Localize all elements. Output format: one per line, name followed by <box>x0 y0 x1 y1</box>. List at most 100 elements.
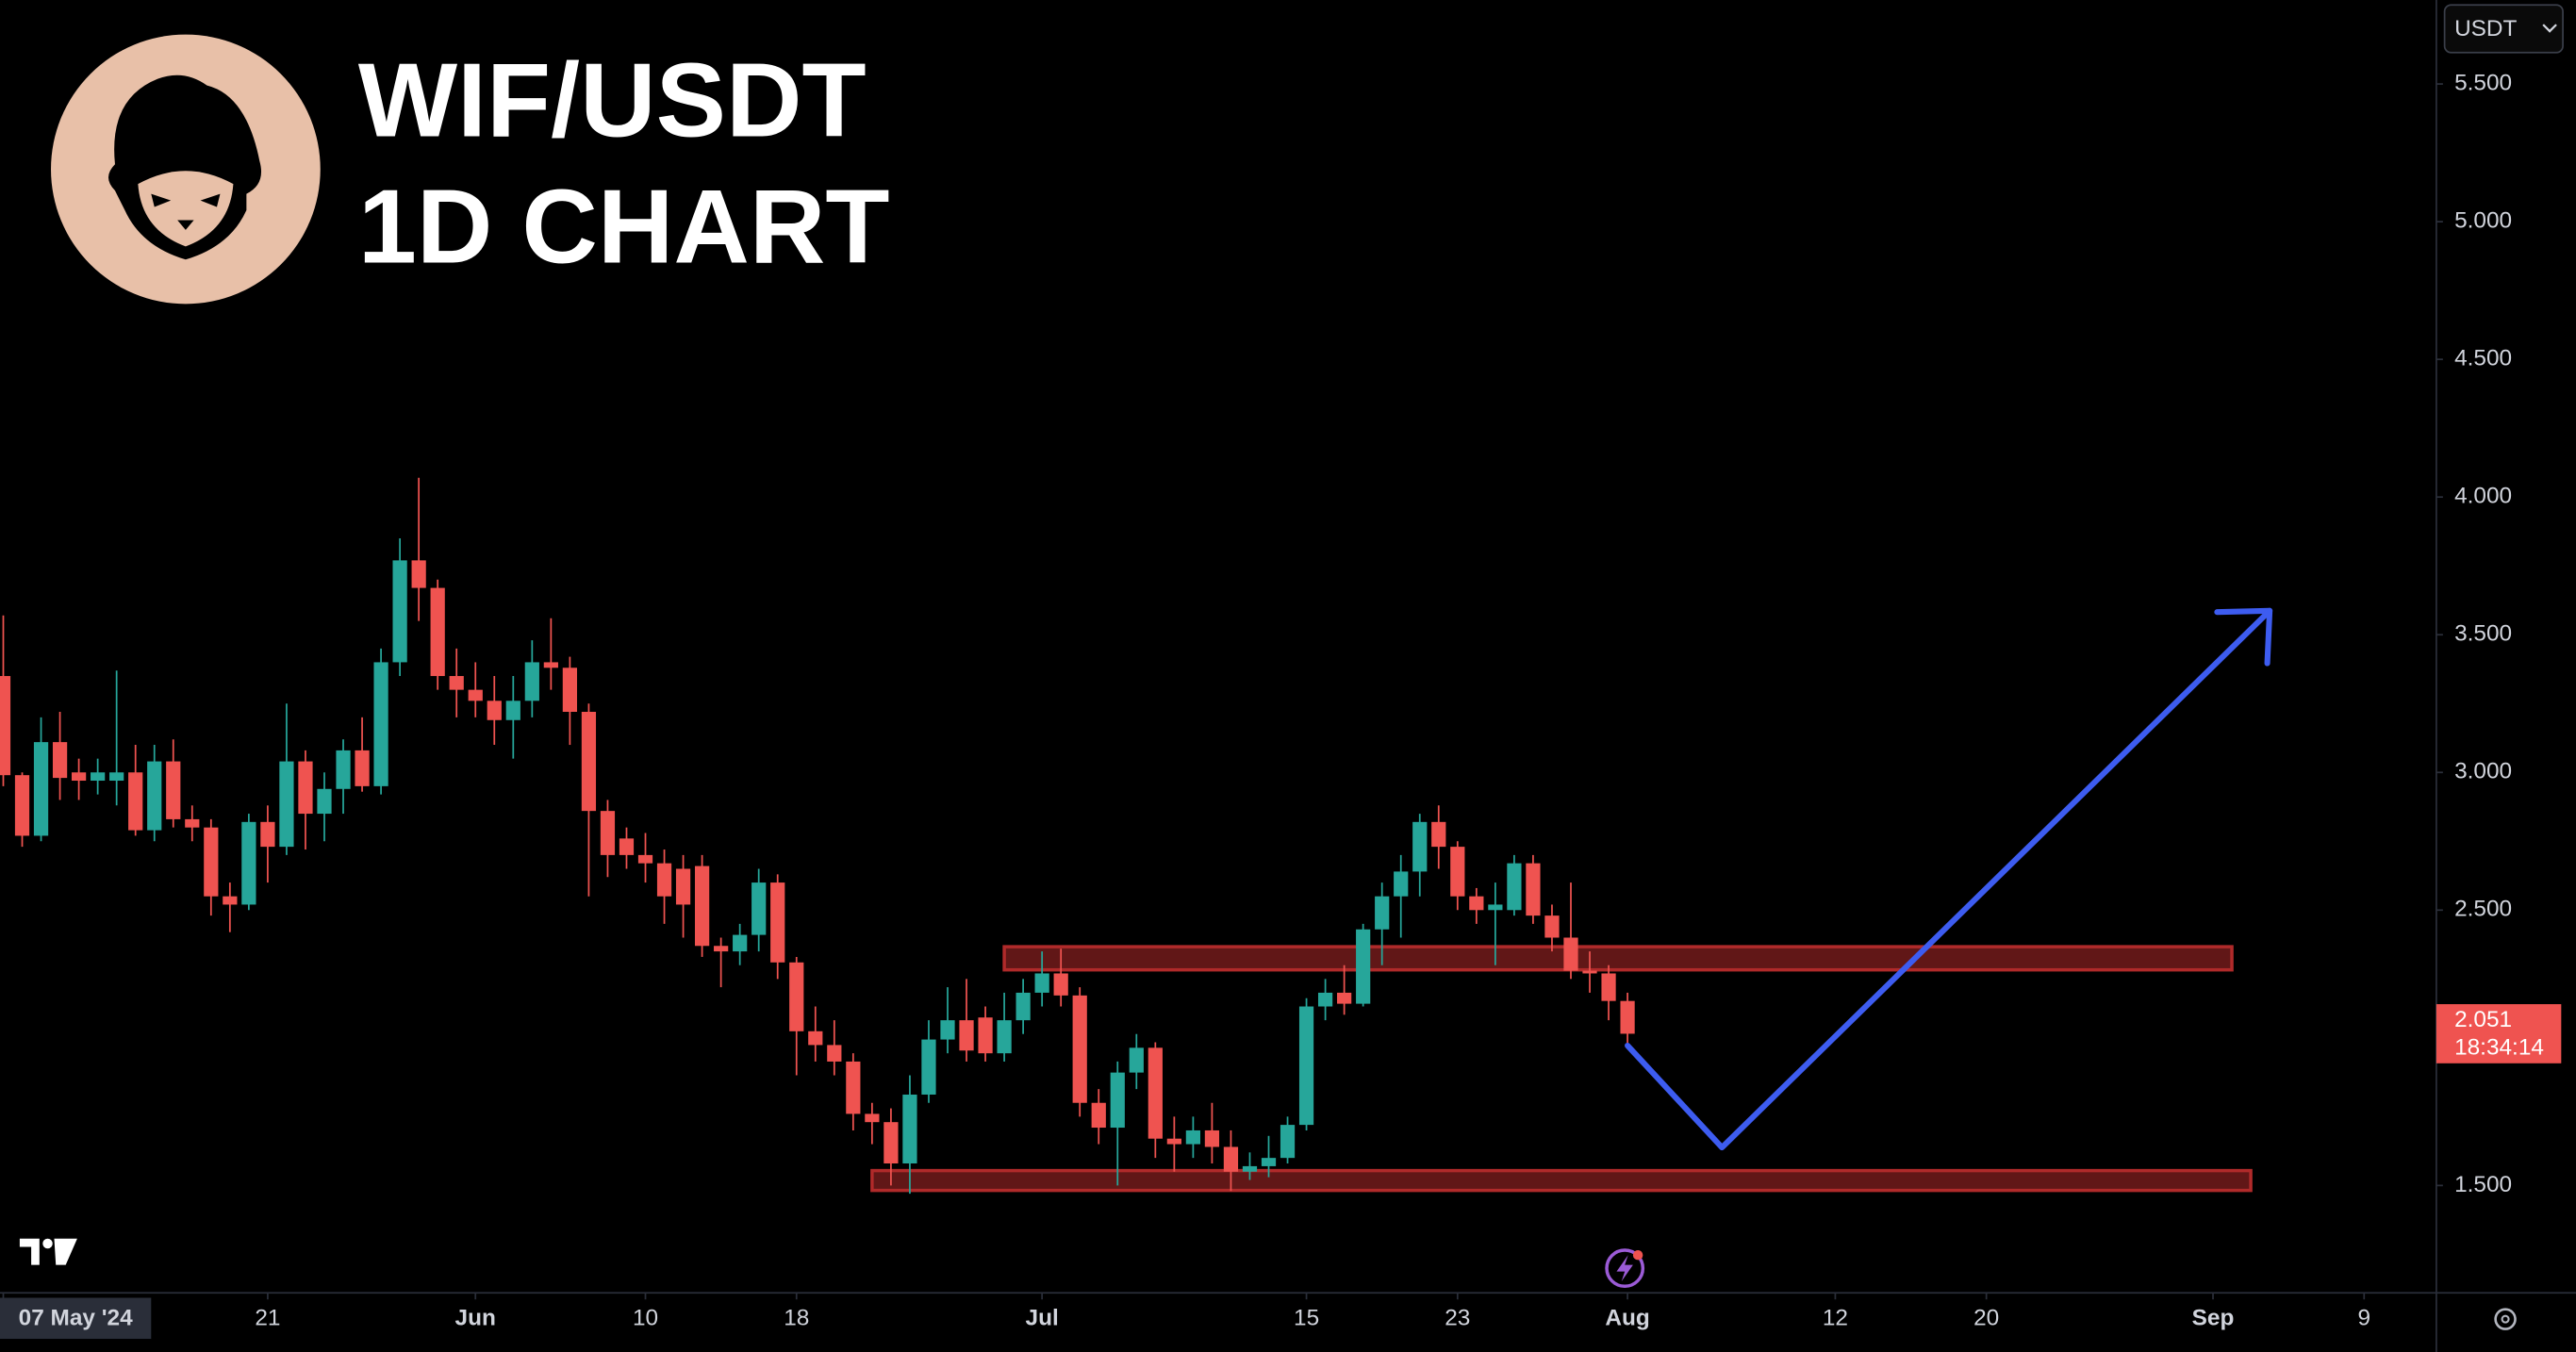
candle-body <box>505 701 520 720</box>
candle-body <box>733 934 748 952</box>
candle-body <box>373 662 388 786</box>
candle-body <box>600 811 616 855</box>
projection-line <box>1625 607 2273 1151</box>
candle-body <box>751 882 767 935</box>
candle-body <box>1526 863 1541 916</box>
candle-body <box>959 1020 974 1051</box>
axes: 1.500 2.500 3.000 3.500 4.000 4.500 5.000 5.500… <box>0 71 2562 1340</box>
x-tick-label: 20 <box>1973 1306 1999 1331</box>
candle-body <box>808 1030 823 1046</box>
x-tick-label: Jun <box>455 1306 496 1331</box>
candle-body <box>846 1061 861 1114</box>
candle-body <box>675 868 691 905</box>
candle-body <box>1261 1158 1277 1166</box>
candle-body <box>1223 1146 1239 1172</box>
candle-body <box>1242 1165 1258 1172</box>
candle-body <box>185 818 200 828</box>
projection-arrowhead <box>2214 607 2273 667</box>
candle-body <box>1356 929 1371 1004</box>
candle-body <box>1053 973 1068 996</box>
candle-body <box>298 761 313 815</box>
candle-body <box>694 866 710 947</box>
currency-label[interactable]: USDT <box>2454 16 2517 41</box>
candle-body <box>109 772 124 782</box>
candle-body <box>487 701 502 720</box>
candle-body <box>1394 871 1409 897</box>
candle-body <box>656 863 672 897</box>
candle-body <box>1488 904 1503 911</box>
y-tick-label: 1.500 <box>2454 1172 2512 1197</box>
y-tick-label: 5.000 <box>2454 208 2512 234</box>
candle-body <box>619 838 635 855</box>
x-tick-label: 9 <box>2357 1306 2370 1331</box>
candle-body <box>147 761 162 831</box>
candle-body <box>241 821 256 905</box>
subtitle: 1D CHART <box>358 168 890 286</box>
candle-body <box>317 788 332 815</box>
candle-body <box>71 772 87 782</box>
zone <box>870 1168 2253 1193</box>
x-cursor-label-bg <box>0 1297 152 1340</box>
tradingview-logo <box>19 1238 77 1265</box>
candle-body <box>997 1020 1012 1054</box>
candle-body <box>1469 896 1484 911</box>
candle-body <box>1129 1047 1144 1073</box>
candle-body <box>1431 821 1446 848</box>
candle-body <box>204 827 219 897</box>
candle-body <box>1544 915 1560 938</box>
candle-body <box>1280 1125 1296 1159</box>
candle-body <box>336 750 351 789</box>
candle-body <box>166 761 181 819</box>
candle-body <box>1337 992 1352 1004</box>
x-tick-label: 10 <box>633 1306 658 1331</box>
candle-body <box>1110 1072 1125 1129</box>
candle-body <box>1016 992 1031 1021</box>
candle-body <box>902 1094 917 1163</box>
y-tick-label: 3.500 <box>2454 621 2512 647</box>
candle-body <box>827 1045 842 1062</box>
candle-body <box>33 742 49 836</box>
currency-selector[interactable]: USDT <box>2443 4 2564 54</box>
candle-body <box>562 668 578 713</box>
title: WIF/USDT <box>358 41 867 158</box>
candle-body <box>1185 1129 1201 1145</box>
candle-body <box>524 662 539 701</box>
x-tick-label: Jul <box>1026 1306 1059 1331</box>
candle-body <box>581 712 597 812</box>
candle-body <box>1091 1102 1106 1129</box>
settings-button[interactable] <box>2494 1308 2517 1330</box>
event-icon[interactable] <box>1605 1248 1645 1289</box>
zone <box>1002 945 2234 972</box>
countdown-label: 18:34:14 <box>2454 1035 2544 1061</box>
candle-body <box>430 587 445 677</box>
candle-body <box>260 821 275 848</box>
candle-body <box>978 1017 993 1054</box>
candle-body <box>1450 847 1465 897</box>
candle-body <box>1166 1138 1181 1145</box>
candle-body <box>1582 970 1597 974</box>
candle-body <box>468 689 483 701</box>
candle-body <box>14 775 30 836</box>
candle-body <box>411 560 426 588</box>
candle-body <box>1601 973 1616 1001</box>
y-tick-label: 4.500 <box>2454 346 2512 371</box>
x-tick-label: 23 <box>1445 1306 1470 1331</box>
candle-body <box>128 772 143 831</box>
candle-body <box>1148 1047 1163 1139</box>
candle-body <box>223 896 238 905</box>
candle-body <box>883 1122 899 1163</box>
x-tick-label: 21 <box>255 1306 280 1331</box>
candle-body <box>1412 821 1428 872</box>
y-tick-label: 5.500 <box>2454 71 2512 96</box>
x-tick-label: 12 <box>1823 1306 1848 1331</box>
x-tick-label: 07 May '24 <box>19 1306 133 1331</box>
candle-body <box>91 772 106 782</box>
x-tick-label: 18 <box>784 1306 809 1331</box>
candle-body <box>940 1020 955 1040</box>
last-price-box <box>2436 1004 2562 1063</box>
logo <box>51 34 321 305</box>
candle-body <box>0 676 11 776</box>
candle-body <box>1034 973 1049 993</box>
candle-body <box>1317 992 1333 1007</box>
